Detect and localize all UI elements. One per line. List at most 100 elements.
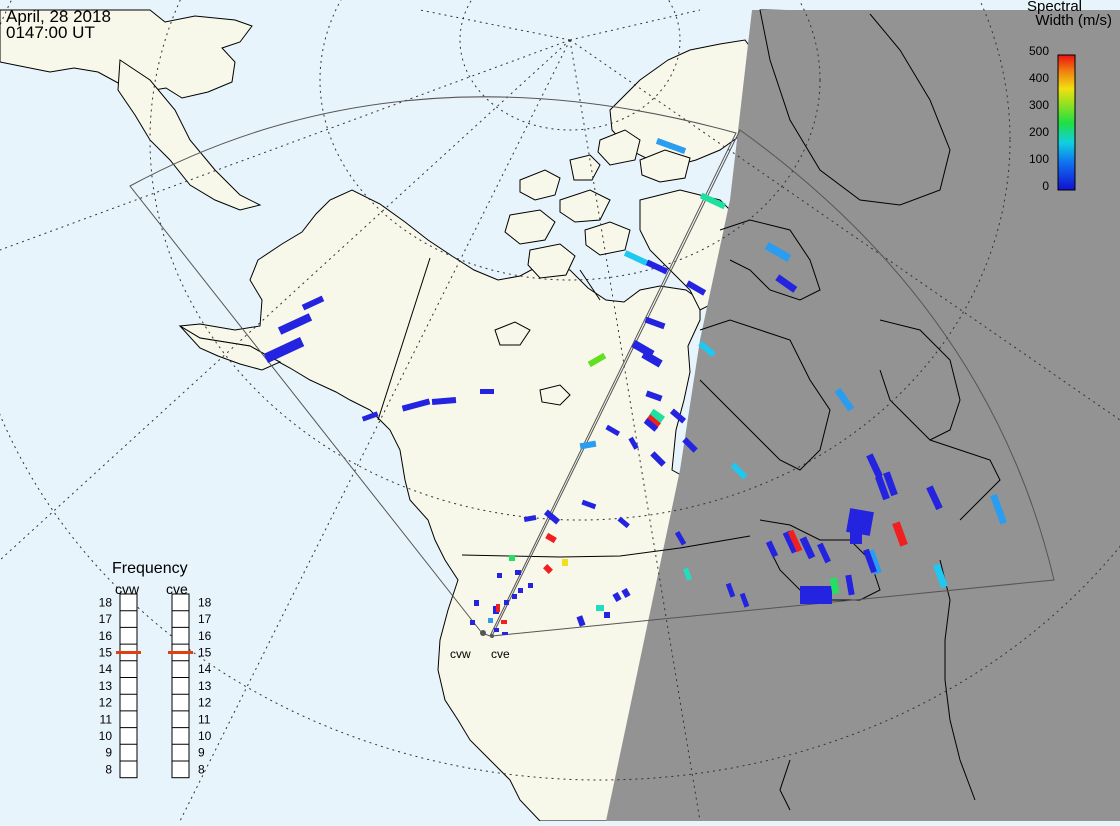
frequency-tick-label: 15 (198, 645, 212, 659)
colorbar-tick: 300 (1029, 98, 1049, 112)
echo-cell (612, 592, 622, 602)
echo-cell (528, 583, 533, 588)
echo-cell (543, 564, 553, 574)
echo-cell (474, 600, 479, 606)
echo-cell (509, 555, 515, 561)
echo-cell (502, 632, 508, 635)
frequency-tick-label: 11 (198, 712, 211, 726)
echo-cell (845, 574, 855, 596)
frequency-tick-label: 9 (105, 746, 112, 760)
echo-cell (775, 274, 798, 293)
echo-cell (698, 340, 716, 358)
echo-cell (725, 582, 736, 598)
cvw-map-label: cvw (450, 647, 471, 661)
echo-cell (523, 514, 537, 522)
frequency-tick-label: 11 (100, 712, 113, 726)
echo-cell (645, 414, 661, 430)
colorbar-ticks: 500 400 300 200 100 0 (1029, 44, 1049, 193)
colorbar-tick: 400 (1029, 71, 1049, 85)
echo-cell (926, 485, 943, 511)
echo-cell (650, 451, 666, 467)
echo-cell (301, 295, 325, 311)
frequency-tick-label: 16 (99, 629, 113, 643)
echo-cell (764, 242, 792, 262)
date-label: April, 28 2018 (6, 7, 111, 26)
echo-cell (515, 570, 521, 575)
echo-cell (504, 600, 509, 605)
echo-cell (494, 628, 499, 632)
colorbar-tick: 100 (1029, 152, 1049, 166)
echo-cell (739, 592, 750, 608)
echo-cell (990, 493, 1007, 525)
echo-cell (596, 605, 604, 611)
frequency-tick-labels: 18 18 17 17 16 16 15 15 14 14 13 13 12 12 11 11 10 10 9 9 8 8 (99, 595, 212, 776)
echo-cell (543, 509, 561, 525)
frequency-tick-label: 12 (198, 696, 212, 710)
echo-cell (431, 396, 457, 406)
echo-cell (628, 436, 639, 450)
echo-cell (488, 618, 493, 623)
frequency-tick-label: 18 (198, 595, 212, 609)
echo-cell (846, 508, 874, 536)
colorbar-title-line2: Width (m/s) (1035, 12, 1112, 29)
frequency-tick-label: 18 (99, 595, 113, 609)
frequency-tick-label: 17 (198, 612, 212, 626)
colorbar-tick: 0 (1042, 179, 1049, 193)
echo-cell (817, 542, 831, 564)
frequency-tick-label: 14 (198, 662, 212, 676)
siberia-east (117, 59, 262, 211)
echo-cell (587, 352, 607, 368)
echo-cell (730, 462, 748, 480)
cve-map-label: cve (491, 647, 510, 661)
echo-cell (644, 316, 666, 330)
cvw-frequency-gauge (116, 593, 141, 779)
radar-fov (129, 96, 1055, 637)
echo-cell (682, 437, 698, 453)
echo-cell (401, 398, 431, 412)
frequency-tick-label: 16 (198, 629, 212, 643)
echo-cell (545, 532, 557, 544)
colorbar-tick: 200 (1029, 125, 1049, 139)
echo-cell (645, 259, 669, 275)
frequency-tick-label: 17 (99, 612, 113, 626)
echo-cell (581, 499, 597, 510)
echo-cell (674, 530, 687, 546)
freq-radar-label-cvw: cvw (115, 581, 140, 597)
colorbar-title: Spectral Width (m/s) (1026, 0, 1112, 28)
echo-cell (497, 573, 502, 578)
echo-cell (683, 567, 692, 581)
echo-cell (765, 540, 779, 558)
cvw-site-marker (480, 630, 486, 636)
echo-cell (787, 529, 803, 553)
echo-cell (648, 408, 666, 424)
frequency-tick-label: 8 (198, 762, 205, 776)
echo-cell (645, 390, 663, 402)
echo-cell (800, 586, 832, 604)
frequency-tick-label: 10 (99, 729, 113, 743)
spectral-width-colorbar (1057, 54, 1076, 191)
echo-cell (892, 521, 908, 547)
echo-cell (617, 516, 630, 529)
echo-cell (685, 280, 707, 296)
echo-cells (263, 138, 1007, 635)
freq-radar-label-cve: cve (166, 581, 188, 597)
echo-cell (501, 620, 507, 624)
colorbar-title-line1: Spectral (1026, 0, 1082, 15)
cve-gauge-box (171, 593, 190, 779)
echo-cell (643, 418, 659, 432)
cve-site-marker (490, 634, 494, 638)
echo-cell (875, 475, 890, 501)
echo-cell (669, 408, 687, 424)
echo-cell (605, 424, 621, 437)
night-region (606, 10, 1120, 821)
echo-cell (883, 471, 898, 497)
frequency-tick-label: 9 (198, 746, 205, 760)
echo-cell (829, 577, 840, 595)
frequency-title: Frequency (112, 560, 188, 577)
echo-cell (480, 389, 494, 394)
frequency-panel: cvw cve 18 18 17 17 16 16 15 15 14 14 13 13 12 12 11 11… (99, 581, 212, 779)
alaska-peninsula (179, 325, 282, 371)
frequency-tick-label: 13 (99, 679, 113, 693)
